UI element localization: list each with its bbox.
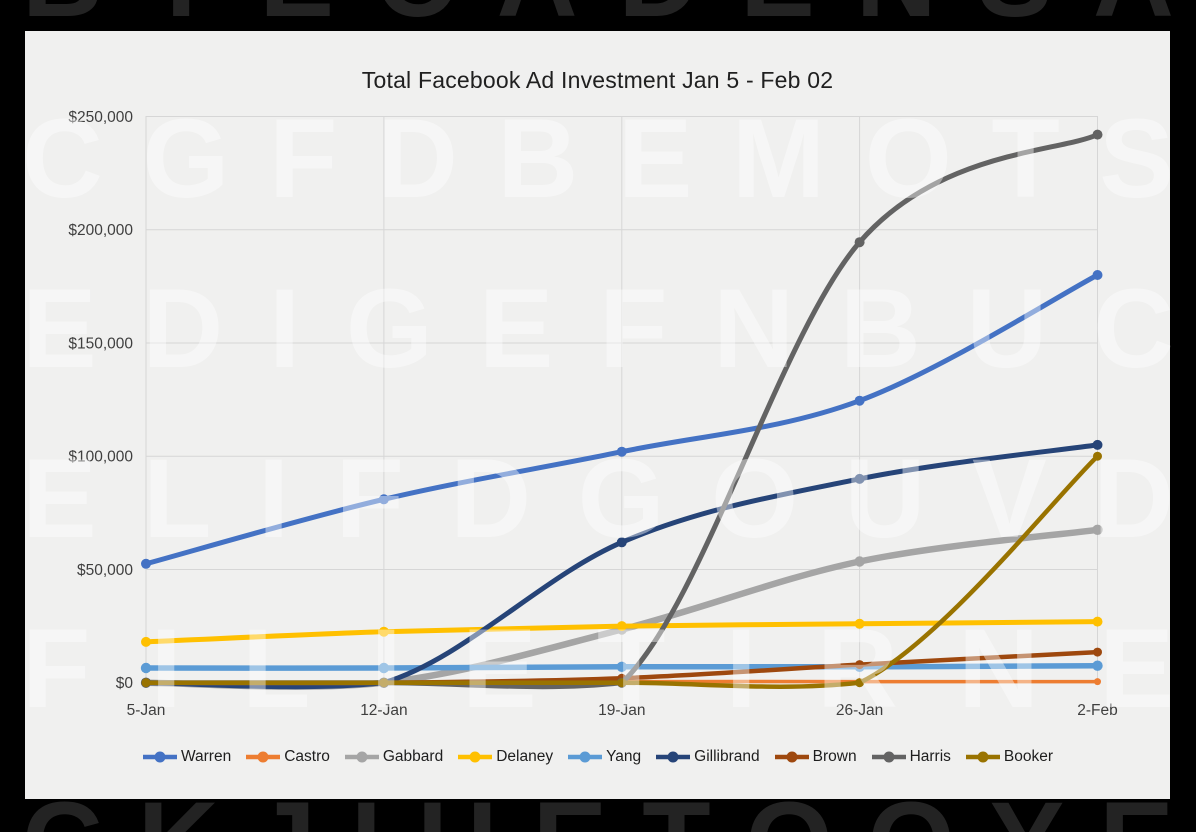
y-axis-label: $50,000 [77, 562, 133, 579]
legend-label: Warren [180, 748, 232, 765]
background-letter: E [259, 0, 334, 34]
legend-marker-dot [667, 751, 679, 763]
data-point-gillibrand [854, 473, 865, 484]
legend-item-brown[interactable]: Brown [774, 748, 857, 766]
legend-item-gabbard[interactable]: Gabbard [344, 748, 443, 766]
background-letter: Y [144, 0, 219, 34]
background-letter: N [856, 0, 937, 34]
data-point-delaney [378, 626, 389, 637]
y-axis-label: $200,000 [68, 222, 133, 239]
legend-marker-icon [871, 751, 906, 763]
data-point-warren [616, 446, 627, 457]
series-line-booker [143, 453, 1100, 689]
legend-item-delaney[interactable]: Delaney [457, 748, 553, 766]
data-point-yang [1092, 660, 1103, 671]
legend-marker-icon [656, 751, 691, 763]
data-point-yang [140, 662, 152, 674]
data-point-booker [1093, 451, 1102, 461]
y-axis-label: $100,000 [68, 449, 133, 466]
legend-marker-icon [774, 751, 809, 763]
legend-item-booker[interactable]: Booker [965, 748, 1053, 766]
background-letter: D [618, 0, 699, 34]
gridlines [145, 116, 1098, 684]
data-point-gillibrand [616, 537, 627, 548]
background-letter: C [375, 0, 456, 34]
x-axis-label: 26-Jan [836, 702, 883, 719]
background-letter: A [497, 0, 578, 34]
legend-marker-dot [469, 751, 481, 763]
data-point-gabbard [854, 556, 865, 567]
legend-label: Booker [1003, 748, 1054, 765]
y-axis-label: $0 [116, 675, 134, 692]
legend-item-yang[interactable]: Yang [567, 748, 641, 766]
background-letter: E [740, 0, 815, 34]
legend-marker-icon [458, 751, 493, 763]
legend-label: Harris [909, 748, 951, 765]
legend-marker-dot [356, 751, 368, 763]
x-axis-label: 5-Jan [127, 702, 166, 719]
background-letter: B [22, 0, 103, 34]
legend-marker-dot [579, 751, 591, 763]
letter-row: BYECADENSA [0, 0, 1196, 34]
data-point-yang [378, 662, 390, 674]
legend-marker-icon [568, 751, 603, 763]
data-point-booker [855, 678, 865, 688]
x-axis-label: 12-Jan [360, 702, 407, 719]
legend-item-castro[interactable]: Castro [245, 748, 330, 766]
legend-item-warren[interactable]: Warren [142, 748, 231, 766]
axis-labels: $0 $50,000 $100,000 $150,000 $200,000 $250,00… [68, 109, 1117, 719]
legend-marker-icon [965, 751, 1000, 763]
legend-marker-dot [257, 751, 269, 763]
data-point-delaney [1092, 616, 1103, 627]
data-point-booker [617, 678, 627, 688]
legend-marker-dot [154, 751, 166, 763]
data-point-delaney [141, 636, 151, 647]
x-axis-label: 19-Jan [598, 702, 645, 719]
y-axis-label: $250,000 [68, 109, 133, 126]
legend-label: Delaney [496, 748, 554, 765]
chart-title: Total Facebook Ad Investment Jan 5 - Feb… [361, 67, 834, 93]
data-point-warren [141, 558, 151, 569]
data-point-gillibrand [1092, 439, 1103, 450]
chart-legend: Warren Castro Gabbard Delaney Yang Gillibrand… [25, 748, 1170, 766]
data-point-castro [1094, 678, 1101, 686]
legend-label: Gabbard [382, 748, 444, 765]
legend-label: Castro [284, 748, 330, 765]
data-point-brown [1093, 647, 1102, 657]
series-group [140, 129, 1103, 690]
data-point-warren [854, 395, 865, 406]
y-axis-label: $150,000 [68, 336, 133, 353]
data-point-booker [141, 678, 151, 688]
chart-panel: Total Facebook Ad Investment Jan 5 - Feb… [25, 31, 1170, 799]
data-point-brown [855, 660, 865, 670]
line-chart: $0 $50,000 $100,000 $150,000 $200,000 $250,00… [68, 109, 1117, 719]
data-point-gabbard [1092, 524, 1103, 535]
data-point-delaney [854, 618, 865, 629]
legend-marker-dot [786, 751, 798, 763]
legend-marker-dot [977, 751, 989, 763]
data-point-warren [378, 494, 389, 505]
data-point-harris [854, 237, 865, 248]
legend-marker-dot [883, 751, 895, 763]
data-point-harris [1092, 129, 1103, 140]
legend-marker-icon [246, 751, 281, 763]
legend-marker-icon [344, 751, 379, 763]
legend-item-harris[interactable]: Harris [871, 748, 951, 766]
legend-item-gillibrand[interactable]: Gillibrand [655, 748, 760, 766]
data-point-delaney [616, 621, 627, 632]
legend-marker-icon [142, 751, 177, 763]
legend-label: Gillibrand [694, 748, 760, 765]
data-point-yang [616, 661, 627, 672]
data-point-booker [379, 678, 389, 688]
legend-label: Brown [812, 748, 857, 765]
background-letter: S [977, 0, 1052, 34]
data-point-warren [1092, 270, 1103, 280]
x-axis-label: 2-Feb [1077, 702, 1118, 719]
background-letter: A [1093, 0, 1174, 34]
legend-label: Yang [606, 748, 642, 765]
